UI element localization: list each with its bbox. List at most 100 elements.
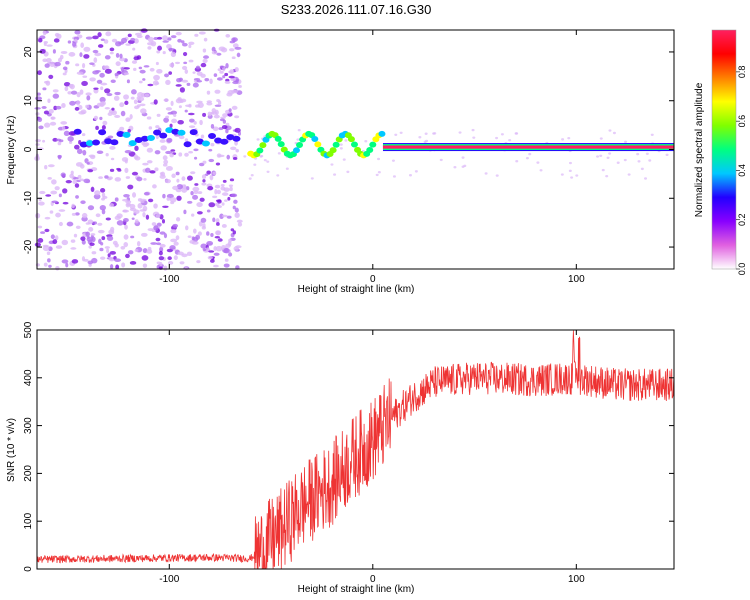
spectrogram-noise-dot xyxy=(61,103,66,108)
spectrogram-noise-dot xyxy=(231,56,236,60)
spectrogram-noise-dot xyxy=(120,246,126,250)
spectrogram-noise-dot xyxy=(159,139,166,143)
spectrogram-noise-dot xyxy=(123,72,129,76)
spectrogram-noise-dot xyxy=(162,193,166,199)
spectrogram-noise-dot xyxy=(129,114,133,120)
spectrogram-noise-dot xyxy=(142,78,146,81)
spectrogram-noise-dot xyxy=(276,174,280,177)
spectrogram-ridge-blob xyxy=(232,135,241,142)
spectrogram-noise-dot xyxy=(81,80,88,87)
spectrogram-noise-dot xyxy=(104,175,109,179)
spectrogram-noise-dot xyxy=(508,138,512,142)
spectrogram-noise-dot xyxy=(55,212,61,218)
spectrogram-noise-dot xyxy=(121,262,126,268)
spectrogram-noise-dot xyxy=(67,40,72,44)
spectrogram-noise-dot xyxy=(375,173,379,177)
spectrogram-noise-dot xyxy=(114,114,121,119)
spectrogram-noise-dot xyxy=(461,156,465,159)
spectrogram-noise-dot xyxy=(38,125,44,130)
spectrogram-noise-dot xyxy=(60,172,66,178)
spectrogram-noise-dot xyxy=(199,119,203,126)
spectrogram-noise-dot xyxy=(162,50,166,55)
spectrogram-noise-dot xyxy=(608,129,612,132)
spectrogram-noise-dot xyxy=(648,159,652,162)
spectrogram-noise-dot xyxy=(525,156,529,160)
spectrogram-noise-dot xyxy=(42,58,48,63)
spectrogram-noise-dot xyxy=(139,103,146,107)
spectrogram-noise-dot xyxy=(172,223,179,228)
spectrogram-noise-dot xyxy=(91,251,97,255)
spectrogram-noise-dot xyxy=(70,247,77,250)
spectrogram-noise-dot xyxy=(35,112,40,116)
spectrogram-noise-dot xyxy=(222,119,227,124)
spectrogram-noise-dot xyxy=(214,184,221,189)
spectrogram-noise-dot xyxy=(67,91,72,95)
spectrogram-noise-dot xyxy=(217,199,222,204)
spectrogram-noise-dot xyxy=(165,150,173,155)
spectrogram-noise-dot xyxy=(111,110,117,116)
spectrogram-noise-dot xyxy=(399,131,403,134)
spectrogram-noise-dot xyxy=(186,175,193,181)
spectrogram-noise-dot xyxy=(60,50,68,54)
spectrogram-noise-dot xyxy=(76,71,84,75)
spectrogram-noise-dot xyxy=(155,61,159,66)
spectrogram-noise-dot xyxy=(211,50,218,55)
spectrogram-xtick-label: 100 xyxy=(568,274,585,285)
spectrogram-noise-dot xyxy=(109,168,115,172)
spectrogram-noise-dot xyxy=(163,265,168,271)
spectrogram-noise-dot xyxy=(196,211,203,215)
spectrogram-noise-dot xyxy=(228,108,232,112)
spectrogram-ylabel: Frequency (Hz) xyxy=(6,116,17,185)
spectrogram-noise-dot xyxy=(210,142,215,147)
spectrogram-noise-dot xyxy=(50,190,58,195)
spectrogram-noise-dot xyxy=(203,55,210,59)
spectrogram-noise-dot xyxy=(169,153,174,158)
spectrogram-noise-dot xyxy=(208,158,215,163)
spectrogram-noise-dot xyxy=(141,232,148,237)
spectrogram-noise-dot xyxy=(130,96,135,100)
spectrogram-noise-dot xyxy=(123,194,130,198)
spectrogram-noise-dot xyxy=(220,186,226,191)
spectrogram-ridge-core xyxy=(382,145,674,149)
spectrogram-noise-dot xyxy=(169,63,175,68)
spectrogram-noise-dot xyxy=(90,186,95,193)
spectrogram-noise-dot xyxy=(73,176,79,180)
spectrogram-noise-dot xyxy=(125,253,130,259)
spectrogram-noise-dot xyxy=(106,248,110,253)
spectrogram-noise-dot xyxy=(170,149,176,152)
spectrogram-noise-dot xyxy=(99,116,103,121)
spectrogram-noise-dot xyxy=(175,171,180,176)
spectrogram-noise-dot xyxy=(62,66,68,71)
spectrogram-noise-dot xyxy=(134,145,139,152)
spectrogram-noise-dot xyxy=(142,263,148,268)
spectrogram-noise-dot xyxy=(73,233,78,238)
spectrogram-noise-dot xyxy=(92,35,99,40)
spectrogram-noise-dot xyxy=(123,241,129,248)
spectrogram-noise-dot xyxy=(94,190,101,196)
spectrogram-noise-dot xyxy=(124,100,129,105)
spectrogram-noise-dot xyxy=(207,185,214,191)
spectrogram-noise-dot xyxy=(70,239,76,243)
spectrogram-ridge-blob xyxy=(277,141,285,148)
spectrogram-noise-dot xyxy=(146,160,153,164)
spectrogram-noise-dot xyxy=(45,194,52,197)
spectrogram-noise-dot xyxy=(439,158,443,162)
spectrogram-noise-dot xyxy=(109,51,114,55)
spectrogram-noise-dot xyxy=(236,219,243,223)
spectrogram-noise-dot xyxy=(114,197,119,202)
spectrogram-noise-dot xyxy=(232,230,237,235)
spectrogram-noise-dot xyxy=(153,225,159,231)
spectrogram-noise-dot xyxy=(208,148,213,152)
spectrogram-noise-dot xyxy=(178,152,183,157)
spectrogram-noise-dot xyxy=(117,168,122,172)
spectrogram-ridge-blob xyxy=(195,138,204,145)
spectrogram-noise-dot xyxy=(495,174,499,177)
spectrogram-noise-dot xyxy=(234,127,241,133)
spectrogram-noise-dot xyxy=(85,104,90,109)
spectrogram-noise-dot xyxy=(105,31,112,37)
spectrogram-noise-dot xyxy=(644,177,648,180)
spectrogram-noise-dot xyxy=(202,248,207,251)
spectrogram-noise-dot xyxy=(42,30,47,36)
spectrogram-ridge-blob xyxy=(79,141,88,148)
spectrogram-noise-dot xyxy=(514,132,518,135)
